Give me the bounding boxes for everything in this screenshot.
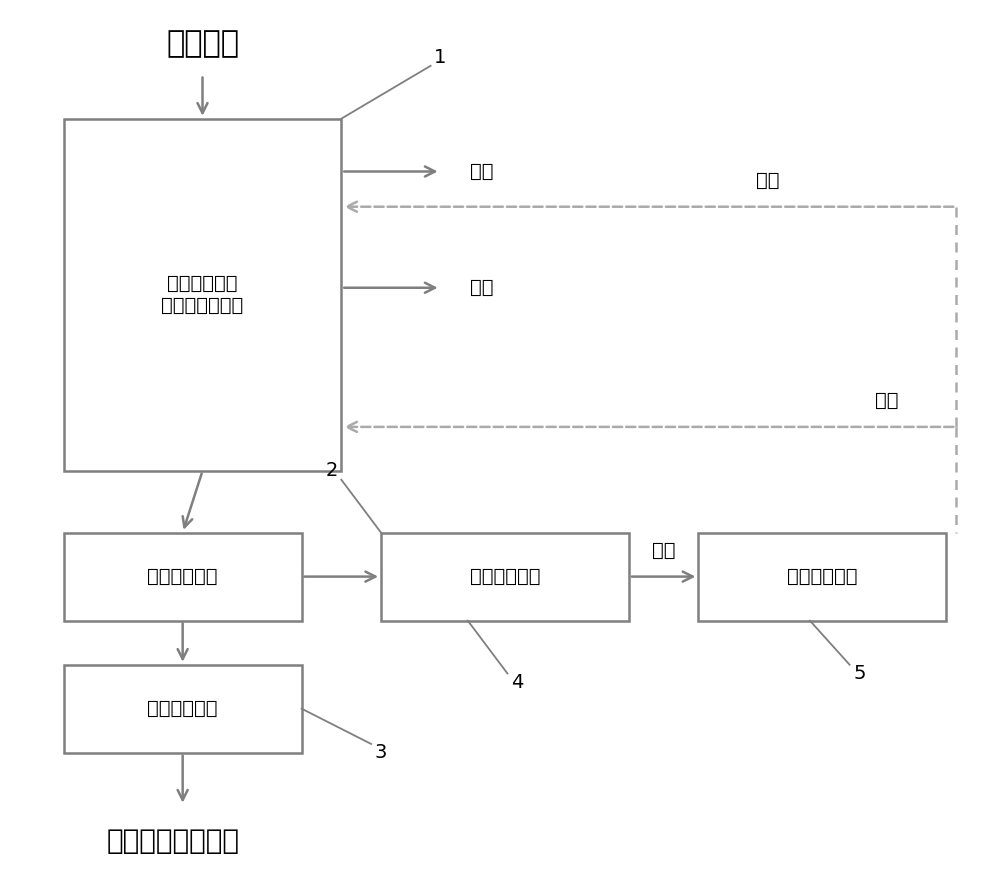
Bar	[698, 533, 946, 621]
Text: 燃气加热装置: 燃气加热装置	[787, 567, 858, 586]
Text: 杂质: 杂质	[470, 162, 494, 181]
Text: 高浓度生物质碳源: 高浓度生物质碳源	[106, 827, 239, 855]
Text: 油脂: 油脂	[470, 278, 494, 297]
Text: 厌氧发酵装置: 厌氧发酵装置	[470, 567, 540, 586]
Text: 1: 1	[434, 47, 447, 67]
Text: 2: 2	[325, 461, 338, 480]
Text: 3: 3	[375, 743, 387, 762]
Bar	[64, 118, 341, 471]
Text: 蒸汽: 蒸汽	[756, 171, 780, 189]
Bar	[64, 533, 302, 621]
Text: 生物水解装置: 生物水解装置	[147, 567, 218, 586]
Text: 蒸汽: 蒸汽	[875, 391, 898, 410]
Text: 沼气: 沼气	[652, 541, 675, 560]
Text: 餐厨垃圾: 餐厨垃圾	[166, 29, 239, 59]
Bar	[381, 533, 629, 621]
Text: 5: 5	[853, 664, 866, 683]
Text: 过滤提纯装置: 过滤提纯装置	[147, 700, 218, 718]
Bar	[64, 665, 302, 753]
Text: 4: 4	[511, 673, 524, 692]
Text: 挤压蒸煮提脂
水热处理子系统: 挤压蒸煮提脂 水热处理子系统	[161, 275, 244, 316]
